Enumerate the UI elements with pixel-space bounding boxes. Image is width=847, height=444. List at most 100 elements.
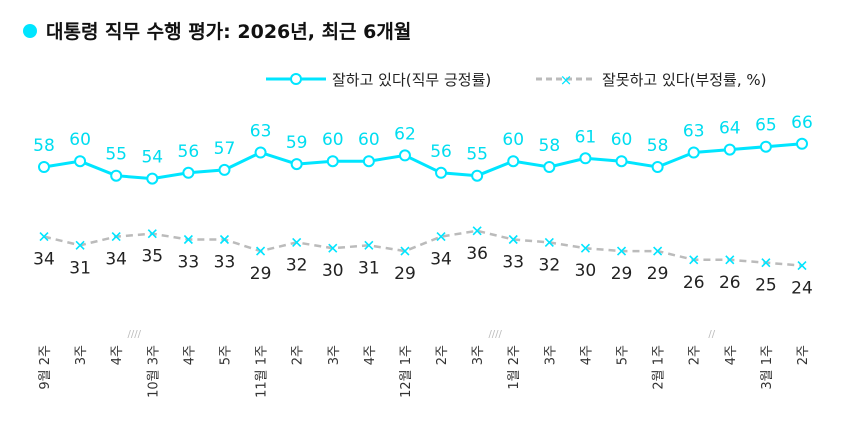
- axis-break-mark: //: [708, 329, 715, 340]
- negative-point: [616, 246, 627, 256]
- x-tick-label: 2주: [291, 345, 306, 365]
- positive-point: [507, 155, 520, 168]
- positive-data-label: 59: [286, 133, 308, 153]
- chart-title: 대통령 직무 수행 평가: 2026년, 최근 6개월: [46, 21, 411, 43]
- negative-point: [292, 237, 302, 247]
- positive-point: [146, 172, 159, 185]
- positive-data-label: 57: [214, 139, 236, 159]
- negative-data-label: 26: [683, 273, 705, 293]
- positive-data-label: 63: [250, 122, 272, 142]
- negative-point: [653, 246, 663, 256]
- negative-data-label: 32: [539, 255, 561, 275]
- negative-data-label: 30: [322, 261, 344, 281]
- positive-point: [615, 155, 628, 168]
- negative-point: [761, 258, 771, 268]
- negative-data-label: 29: [394, 264, 416, 284]
- negative-point: [689, 255, 699, 265]
- positive-point: [651, 161, 664, 173]
- x-tick-label: 3주: [74, 345, 89, 365]
- negative-series-line: [43, 229, 803, 267]
- negative-data-label: 30: [575, 261, 597, 281]
- positive-point: [362, 155, 375, 168]
- legend-positive-marker: [290, 73, 302, 85]
- positive-point: [254, 146, 267, 159]
- positive-data-label: 60: [69, 130, 91, 150]
- legend-positive-label: 잘하고 있다(직무 긍정률): [332, 71, 491, 89]
- positive-point: [218, 163, 231, 176]
- positive-data-label: 64: [719, 119, 741, 139]
- negative-data-label: 29: [250, 264, 272, 284]
- negative-data-label: 34: [33, 250, 55, 270]
- x-tick-label: 9월 2주: [38, 345, 53, 390]
- positive-data-label: 56: [178, 142, 200, 162]
- x-tick-label: 4주: [110, 345, 125, 365]
- x-tick-label: 12월 1주: [399, 345, 414, 398]
- x-tick-label: 5주: [218, 345, 233, 365]
- x-tick-label: 4주: [579, 345, 594, 365]
- positive-data-label: 60: [611, 130, 633, 150]
- negative-point: [256, 246, 266, 256]
- negative-point: [797, 261, 807, 271]
- positive-point: [290, 158, 303, 171]
- positive-point: [74, 155, 87, 168]
- negative-data-label: 24: [791, 279, 813, 299]
- axis-break-mark: ////: [127, 329, 141, 340]
- x-tick-label: 11월 1주: [255, 345, 270, 398]
- x-tick-label: 4주: [724, 345, 739, 365]
- positive-point: [182, 166, 195, 179]
- positive-point: [543, 161, 556, 173]
- positive-point: [38, 161, 50, 173]
- negative-point: [183, 234, 193, 245]
- positive-series-line: [43, 142, 803, 181]
- positive-data-label: 60: [322, 130, 344, 150]
- positive-point: [398, 149, 411, 162]
- positive-point: [759, 140, 772, 153]
- negative-data-label: 29: [611, 264, 633, 284]
- x-tick-label: 3주: [543, 345, 558, 365]
- positive-data-label: 54: [141, 148, 163, 168]
- negative-data-label: 31: [358, 258, 380, 278]
- negative-point: [436, 232, 446, 242]
- positive-point: [471, 169, 484, 182]
- positive-point: [796, 137, 808, 150]
- positive-data-label: 60: [502, 130, 524, 150]
- x-tick-label: 10월 3주: [146, 345, 161, 398]
- positive-data-label: 55: [105, 145, 127, 165]
- negative-data-label: 33: [502, 253, 524, 273]
- negative-point: [147, 229, 157, 239]
- positive-data-label: 56: [430, 142, 452, 162]
- negative-data-label: 35: [141, 247, 163, 267]
- positive-data-label: 55: [466, 145, 488, 165]
- negative-data-label: 25: [755, 276, 777, 296]
- x-tick-label: 2주: [796, 345, 811, 365]
- negative-point: [400, 246, 410, 256]
- x-tick-label: 2월 1주: [652, 345, 667, 390]
- x-tick-label: 3주: [471, 345, 486, 365]
- positive-point: [687, 146, 700, 159]
- positive-point: [435, 166, 448, 179]
- positive-point: [326, 155, 339, 168]
- negative-point: [472, 226, 482, 236]
- negative-point: [328, 243, 338, 253]
- negative-data-label: 26: [719, 273, 741, 293]
- negative-point: [508, 234, 518, 245]
- positive-data-label: 58: [539, 136, 561, 156]
- x-tick-label: 2주: [435, 345, 450, 365]
- positive-data-label: 60: [358, 130, 380, 150]
- x-tick-label: 2주: [688, 345, 703, 365]
- negative-point: [364, 240, 374, 250]
- positive-data-label: 63: [683, 122, 705, 142]
- legend: 잘하고 있다(직무 긍정률) × 잘못하고 있다(부정률, %): [266, 71, 766, 89]
- negative-data-label: 31: [69, 258, 91, 278]
- negative-point: [111, 232, 121, 242]
- positive-data-label: 61: [575, 127, 597, 147]
- positive-data-label: 66: [791, 113, 813, 133]
- negative-point: [219, 234, 230, 245]
- x-tick-label: 4주: [182, 345, 197, 365]
- negative-data-label: 32: [286, 255, 308, 275]
- x-tick-label: 3월 1주: [760, 345, 775, 390]
- negative-data-label: 33: [214, 253, 236, 273]
- negative-data-label: 36: [466, 244, 488, 264]
- legend-negative-label: 잘못하고 있다(부정률, %): [602, 71, 766, 89]
